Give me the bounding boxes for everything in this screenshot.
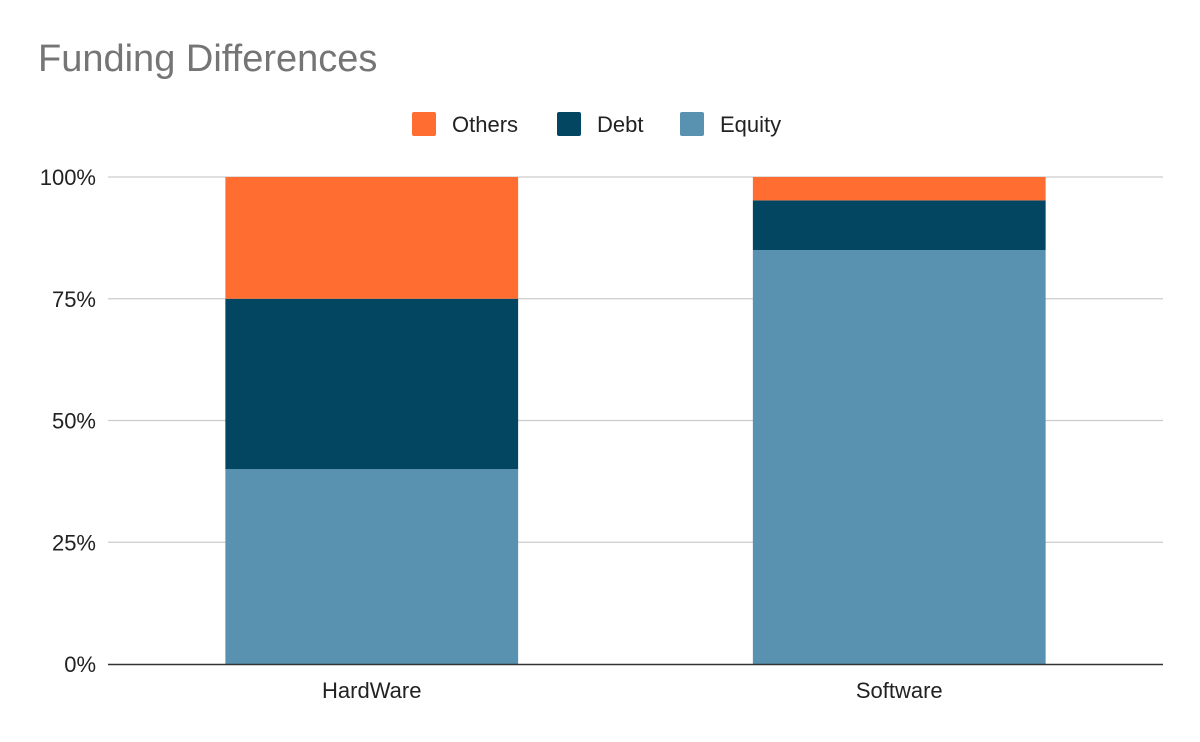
bar-segment-equity (752, 250, 1046, 665)
legend-swatch-others (412, 112, 436, 136)
chart-title: Funding Differences (38, 38, 378, 80)
y-axis-ticks: 0% 25% 50% 75% 100% (40, 165, 96, 677)
y-tick-label: 50% (52, 409, 96, 434)
bar-segment-debt (752, 200, 1046, 251)
x-tick-label: HardWare (322, 678, 421, 703)
bar-segment-equity (225, 469, 519, 664)
x-axis-ticks: HardWare Software (322, 678, 943, 703)
legend-label-equity: Equity (720, 112, 781, 137)
legend-swatch-debt (557, 112, 581, 136)
y-tick-label: 100% (40, 165, 96, 190)
bar-segment-others (752, 177, 1046, 201)
y-tick-label: 75% (52, 287, 96, 312)
legend: Others Debt Equity (412, 112, 781, 137)
bars (225, 177, 1046, 665)
legend-label-debt: Debt (597, 112, 643, 137)
legend-label-others: Others (452, 112, 518, 137)
y-tick-label: 25% (52, 530, 96, 555)
y-tick-label: 0% (64, 652, 96, 677)
bar-segment-others (225, 177, 519, 299)
bar-segment-debt (225, 298, 519, 470)
legend-swatch-equity (680, 112, 704, 136)
x-tick-label: Software (856, 678, 943, 703)
